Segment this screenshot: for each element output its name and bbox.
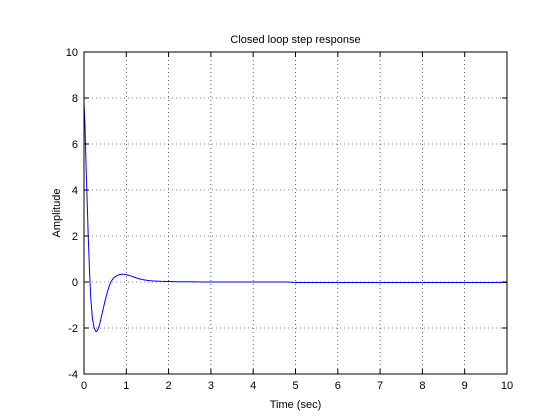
chart-title: Closed loop step response (230, 34, 360, 46)
x-tick-label: 2 (166, 380, 172, 392)
series-layer (83, 102, 507, 332)
x-tick-label: 0 (81, 380, 87, 392)
grid (84, 52, 507, 374)
x-tick-label: 8 (419, 380, 425, 392)
x-tick-label: 7 (377, 380, 383, 392)
series-line (83, 102, 507, 332)
x-tick-label: 10 (501, 380, 513, 392)
x-tick-label: 1 (123, 380, 129, 392)
ticks: 0 1 2 3 4 5 6 7 8 9 10 -4 -2 0 2 4 6 8 10 (66, 47, 513, 392)
y-tick-label: 8 (72, 93, 78, 105)
x-tick-label: 6 (335, 380, 341, 392)
y-tick-label: 6 (72, 139, 78, 151)
y-tick-label: -2 (68, 323, 78, 335)
y-tick-label: -4 (68, 369, 78, 381)
x-tick-label: 5 (292, 380, 298, 392)
x-tick-label: 9 (462, 380, 468, 392)
y-tick-label: 10 (66, 47, 78, 59)
y-tick-label: 2 (72, 231, 78, 243)
y-axis-label: Amplitude (51, 189, 63, 238)
y-tick-label: 0 (72, 277, 78, 289)
x-axis-label: Time (sec) (270, 399, 322, 411)
x-tick-label: 3 (208, 380, 214, 392)
x-tick-label: 4 (250, 380, 256, 392)
y-tick-label: 4 (72, 185, 78, 197)
